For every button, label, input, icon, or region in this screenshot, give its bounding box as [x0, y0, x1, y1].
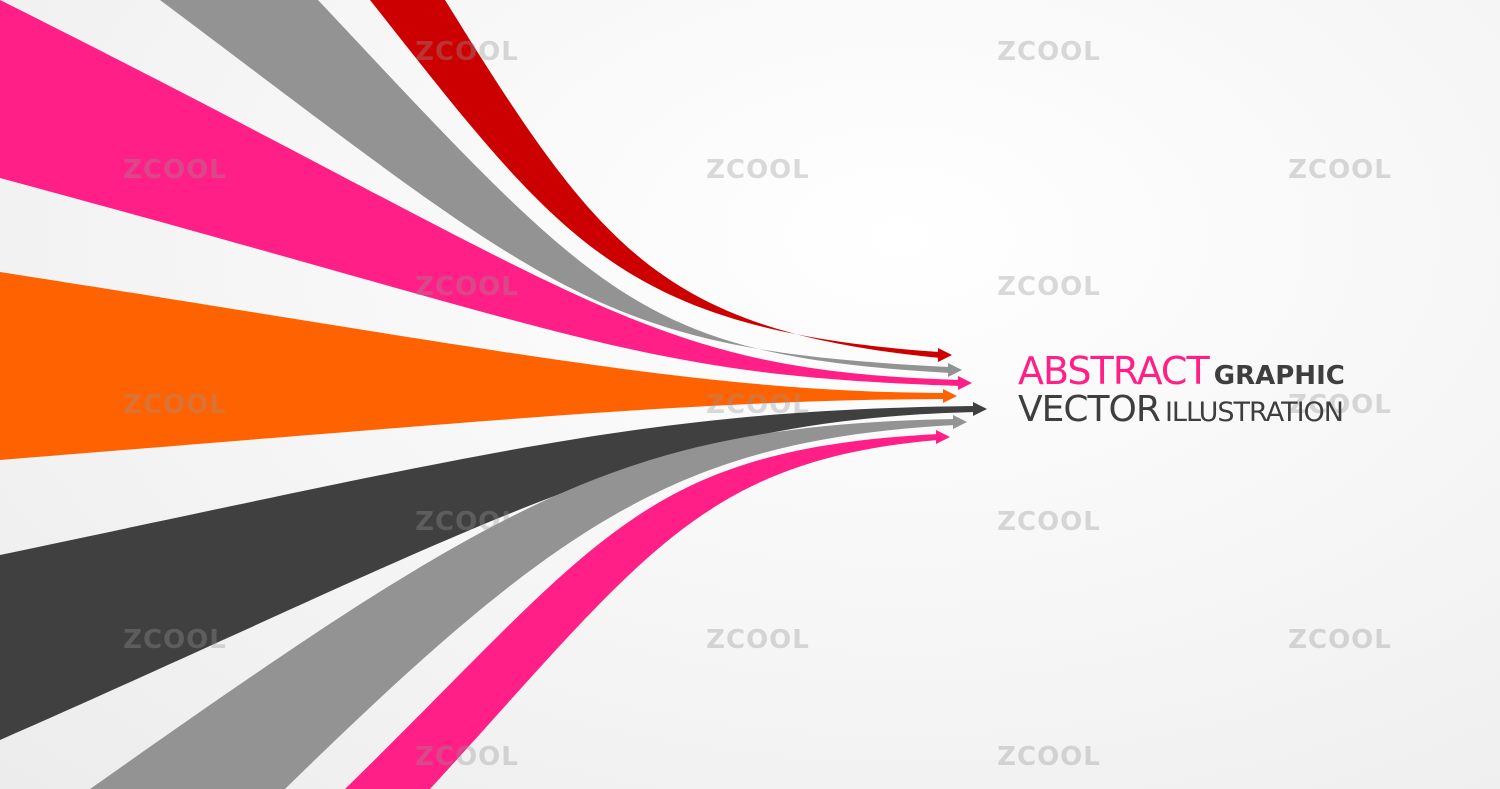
- watermark-text: ZCOOL: [706, 390, 810, 420]
- watermark-text: ZCOOL: [997, 507, 1101, 537]
- headline-graphic: GRAPHIC: [1213, 361, 1345, 391]
- watermark-text: ZCOOL: [997, 37, 1101, 67]
- headline: ABSTRACT GRAPHIC VECTOR ILLUSTRATION: [1018, 352, 1345, 428]
- watermark-text: ZCOOL: [997, 272, 1101, 302]
- orange-arrow-band: [0, 272, 957, 460]
- dark-gray-arrow-band-body: [0, 406, 975, 740]
- red-arrow-band: [370, 0, 952, 362]
- watermark-text: ZCOOL: [1288, 155, 1392, 185]
- watermark-text: ZCOOL: [123, 155, 227, 185]
- gray-arrow-band-top: [160, 0, 962, 377]
- watermark-text: ZCOOL: [415, 272, 519, 302]
- watermark-text: ZCOOL: [415, 507, 519, 537]
- gray-arrow-band-top-body: [160, 0, 950, 373]
- arrowhead-icon: [973, 402, 987, 416]
- headline-abstract: ABSTRACT: [1018, 349, 1210, 393]
- arrowhead-icon: [938, 348, 952, 362]
- orange-arrow-band-body: [0, 272, 945, 460]
- watermark-text: ZCOOL: [1288, 390, 1392, 420]
- red-arrow-band-body: [370, 0, 940, 358]
- watermark-text: ZCOOL: [123, 390, 227, 420]
- gray-arrow-band-bottom-body: [90, 419, 955, 789]
- headline-illustration: ILLUSTRATION: [1164, 397, 1344, 428]
- arrowhead-icon: [958, 376, 972, 390]
- gray-arrow-band-bottom: [90, 415, 967, 789]
- watermark-text: ZCOOL: [415, 742, 519, 772]
- arrowhead-icon: [936, 430, 950, 444]
- arrowhead-icon: [943, 389, 957, 403]
- watermark-text: ZCOOL: [706, 625, 810, 655]
- pink-arrow-band-top: [0, 0, 972, 390]
- watermark-text: ZCOOL: [415, 37, 519, 67]
- pink-arrow-band-top-body: [0, 0, 960, 386]
- headline-vector: VECTOR: [1018, 389, 1161, 430]
- arrowhead-icon: [948, 363, 962, 377]
- arrowhead-icon: [953, 415, 967, 429]
- dark-gray-arrow-band: [0, 402, 987, 740]
- pink-arrow-band-bottom: [345, 430, 950, 789]
- watermark-text: ZCOOL: [997, 742, 1101, 772]
- watermark-text: ZCOOL: [1288, 625, 1392, 655]
- pink-arrow-band-bottom-body: [345, 434, 938, 789]
- watermark-text: ZCOOL: [123, 625, 227, 655]
- watermark-text: ZCOOL: [706, 155, 810, 185]
